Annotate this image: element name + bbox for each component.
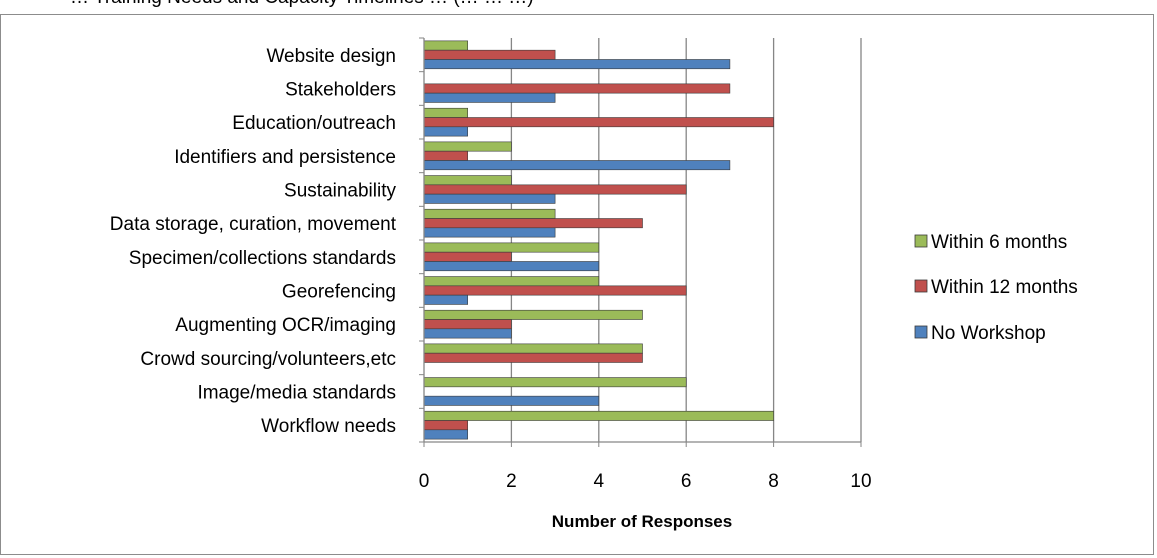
bar-within-12-months [423, 285, 687, 296]
legend: Within 6 months Within 12 months No Worksh… [914, 232, 1078, 344]
x-tick-label: 4 [594, 471, 605, 492]
bar-no-workshop [423, 59, 731, 70]
category-labels: Website design Stakeholders Education/outr… [110, 46, 397, 437]
x-tick-label: 10 [850, 471, 871, 492]
bar-no-workshop [423, 227, 556, 238]
bar-within-12-months [423, 184, 687, 195]
bar-no-workshop [423, 92, 556, 103]
bar-no-workshop [423, 126, 469, 137]
category-label: Georefencing [282, 282, 396, 303]
bar-within-6-months [423, 410, 774, 421]
bar-within-12-months [423, 117, 774, 128]
bar-within-12-months [423, 49, 556, 60]
category-label: Image/media standards [197, 383, 396, 404]
bar-within-6-months [423, 40, 469, 51]
bars [423, 40, 774, 440]
bar-within-6-months [423, 175, 512, 186]
bar-within-6-months [423, 141, 512, 152]
category-label: Website design [266, 46, 396, 67]
category-label: Education/outreach [232, 113, 396, 134]
bar-no-workshop [423, 294, 469, 305]
bar-within-12-months [423, 150, 469, 161]
bar-no-workshop [423, 395, 600, 406]
bar-within-12-months [423, 251, 512, 262]
category-label: Workflow needs [261, 416, 396, 437]
x-axis-title: Number of Responses [552, 512, 732, 531]
gridlines [510, 38, 862, 442]
bar-no-workshop [423, 429, 469, 440]
bar-within-6-months [423, 276, 600, 287]
legend-swatch [914, 325, 928, 339]
legend-label: No Workshop [931, 323, 1046, 344]
bar-within-12-months [423, 218, 643, 229]
bar-within-6-months [423, 242, 600, 253]
chart-title-strip: … Training Needs and Capacity Timelines … [0, 0, 1157, 14]
legend-swatch [914, 279, 928, 293]
bar-within-6-months [423, 343, 643, 354]
category-label: Stakeholders [285, 80, 396, 101]
bar-within-6-months [423, 377, 687, 388]
category-label: Identifiers and persistence [174, 147, 396, 168]
bar-within-12-months [423, 319, 512, 330]
axes [419, 37, 862, 447]
bar-within-6-months [423, 309, 643, 320]
x-tick-label: 8 [768, 471, 779, 492]
bar-within-12-months [423, 83, 731, 94]
category-label: Crowd sourcing/volunteers,etc [140, 349, 396, 370]
category-label: Augmenting OCR/imaging [175, 315, 396, 336]
legend-swatch [914, 234, 928, 248]
legend-label: Within 6 months [931, 232, 1067, 253]
bar-no-workshop [423, 261, 600, 272]
x-tick-label: 0 [419, 471, 430, 492]
legend-label: Within 12 months [931, 277, 1078, 298]
category-label: Data storage, curation, movement [110, 214, 397, 235]
chart-frame [0, 14, 1154, 555]
bar-within-12-months [423, 352, 643, 363]
bar-within-6-months [423, 208, 556, 219]
bar-no-workshop [423, 328, 512, 339]
bar-no-workshop [423, 193, 556, 204]
bar-no-workshop [423, 160, 731, 171]
category-label: Sustainability [284, 181, 396, 202]
chart-title: … Training Needs and Capacity Timelines … [70, 0, 534, 9]
bar-within-6-months [423, 107, 469, 118]
tick-labels: 0 2 4 6 8 10 [419, 471, 872, 492]
x-tick-label: 2 [506, 471, 517, 492]
x-tick-label: 6 [681, 471, 692, 492]
category-label: Specimen/collections standards [129, 248, 396, 269]
bar-within-12-months [423, 420, 469, 431]
